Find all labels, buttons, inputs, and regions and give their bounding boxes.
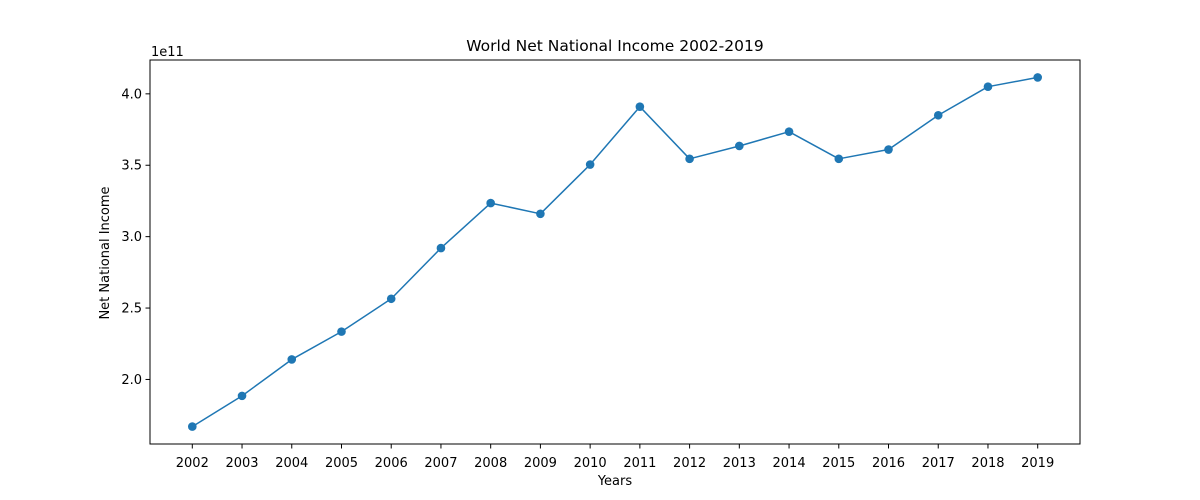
y-tick-label: 2.0 xyxy=(121,373,142,388)
data-point xyxy=(436,243,446,253)
data-point xyxy=(287,355,297,364)
x-tick-label: 2005 xyxy=(325,456,358,471)
x-tick-label: 2014 xyxy=(773,456,806,471)
x-tick-label: 2016 xyxy=(872,456,905,471)
data-point xyxy=(1033,73,1042,82)
x-tick-label: 2017 xyxy=(922,456,955,471)
x-tick-label: 2019 xyxy=(1021,456,1054,471)
data-point xyxy=(585,160,595,169)
x-tick-label: 2010 xyxy=(574,456,607,471)
data-point xyxy=(834,154,844,164)
x-tick-label: 2012 xyxy=(673,456,706,471)
y-tick-label: 2.5 xyxy=(121,302,142,317)
data-point xyxy=(685,154,694,164)
data-point xyxy=(188,422,197,431)
x-tick-label: 2006 xyxy=(375,456,408,471)
data-point xyxy=(884,145,893,154)
data-point xyxy=(933,110,943,120)
x-tick-label: 2018 xyxy=(971,456,1004,471)
x-tick-label: 2002 xyxy=(176,456,209,471)
x-tick-label: 2013 xyxy=(723,456,756,471)
data-point xyxy=(784,127,794,136)
axes-frame xyxy=(149,59,1081,445)
data-point xyxy=(983,82,993,92)
x-tick-label: 2009 xyxy=(524,456,557,471)
x-tick-label: 2008 xyxy=(474,456,507,471)
x-axis-label: Years xyxy=(597,474,633,489)
chart-title: World Net National Income 2002-2019 xyxy=(466,37,763,55)
data-point xyxy=(386,294,396,304)
data-point xyxy=(237,391,247,401)
y-tick-label: 3.5 xyxy=(121,159,142,174)
y-tick-label: 3.0 xyxy=(121,230,142,245)
x-tick-label: 2004 xyxy=(275,456,308,471)
plot-area: 2002 2003 2004 2005 2006 2007 2008 2009 2010 2011… xyxy=(121,73,1054,471)
series-line xyxy=(191,76,1038,428)
data-point xyxy=(486,198,495,208)
x-tick-label: 2007 xyxy=(424,456,457,471)
data-point xyxy=(635,102,645,111)
data-point xyxy=(536,209,545,219)
data-point xyxy=(337,327,346,336)
y-axis-offset-label: 1e11 xyxy=(151,45,184,60)
data-point xyxy=(735,141,744,151)
y-axis-label: Net National Income xyxy=(98,186,113,319)
x-tick-label: 2003 xyxy=(225,456,258,471)
x-tick-label: 2015 xyxy=(822,456,855,471)
y-tick-label: 4.0 xyxy=(121,87,142,102)
x-tick-label: 2011 xyxy=(623,456,656,471)
